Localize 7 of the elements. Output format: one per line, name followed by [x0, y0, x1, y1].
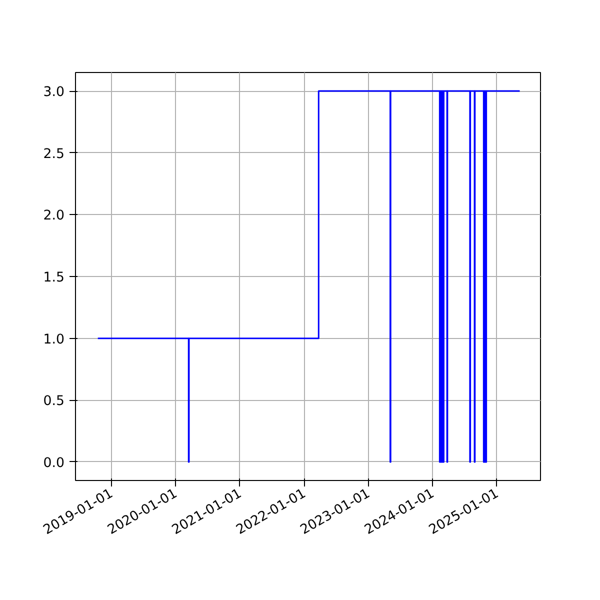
y-tick-label: 0.5 [43, 394, 65, 410]
y-tick-label: 1.0 [43, 332, 65, 348]
y-tick-label: 2.5 [43, 146, 65, 162]
y-tick-label: 1.5 [43, 270, 65, 286]
y-tick-label: 3.0 [43, 85, 65, 100]
y-tick-label: 2.0 [43, 208, 65, 224]
y-tick-label: 0.0 [43, 456, 65, 471]
